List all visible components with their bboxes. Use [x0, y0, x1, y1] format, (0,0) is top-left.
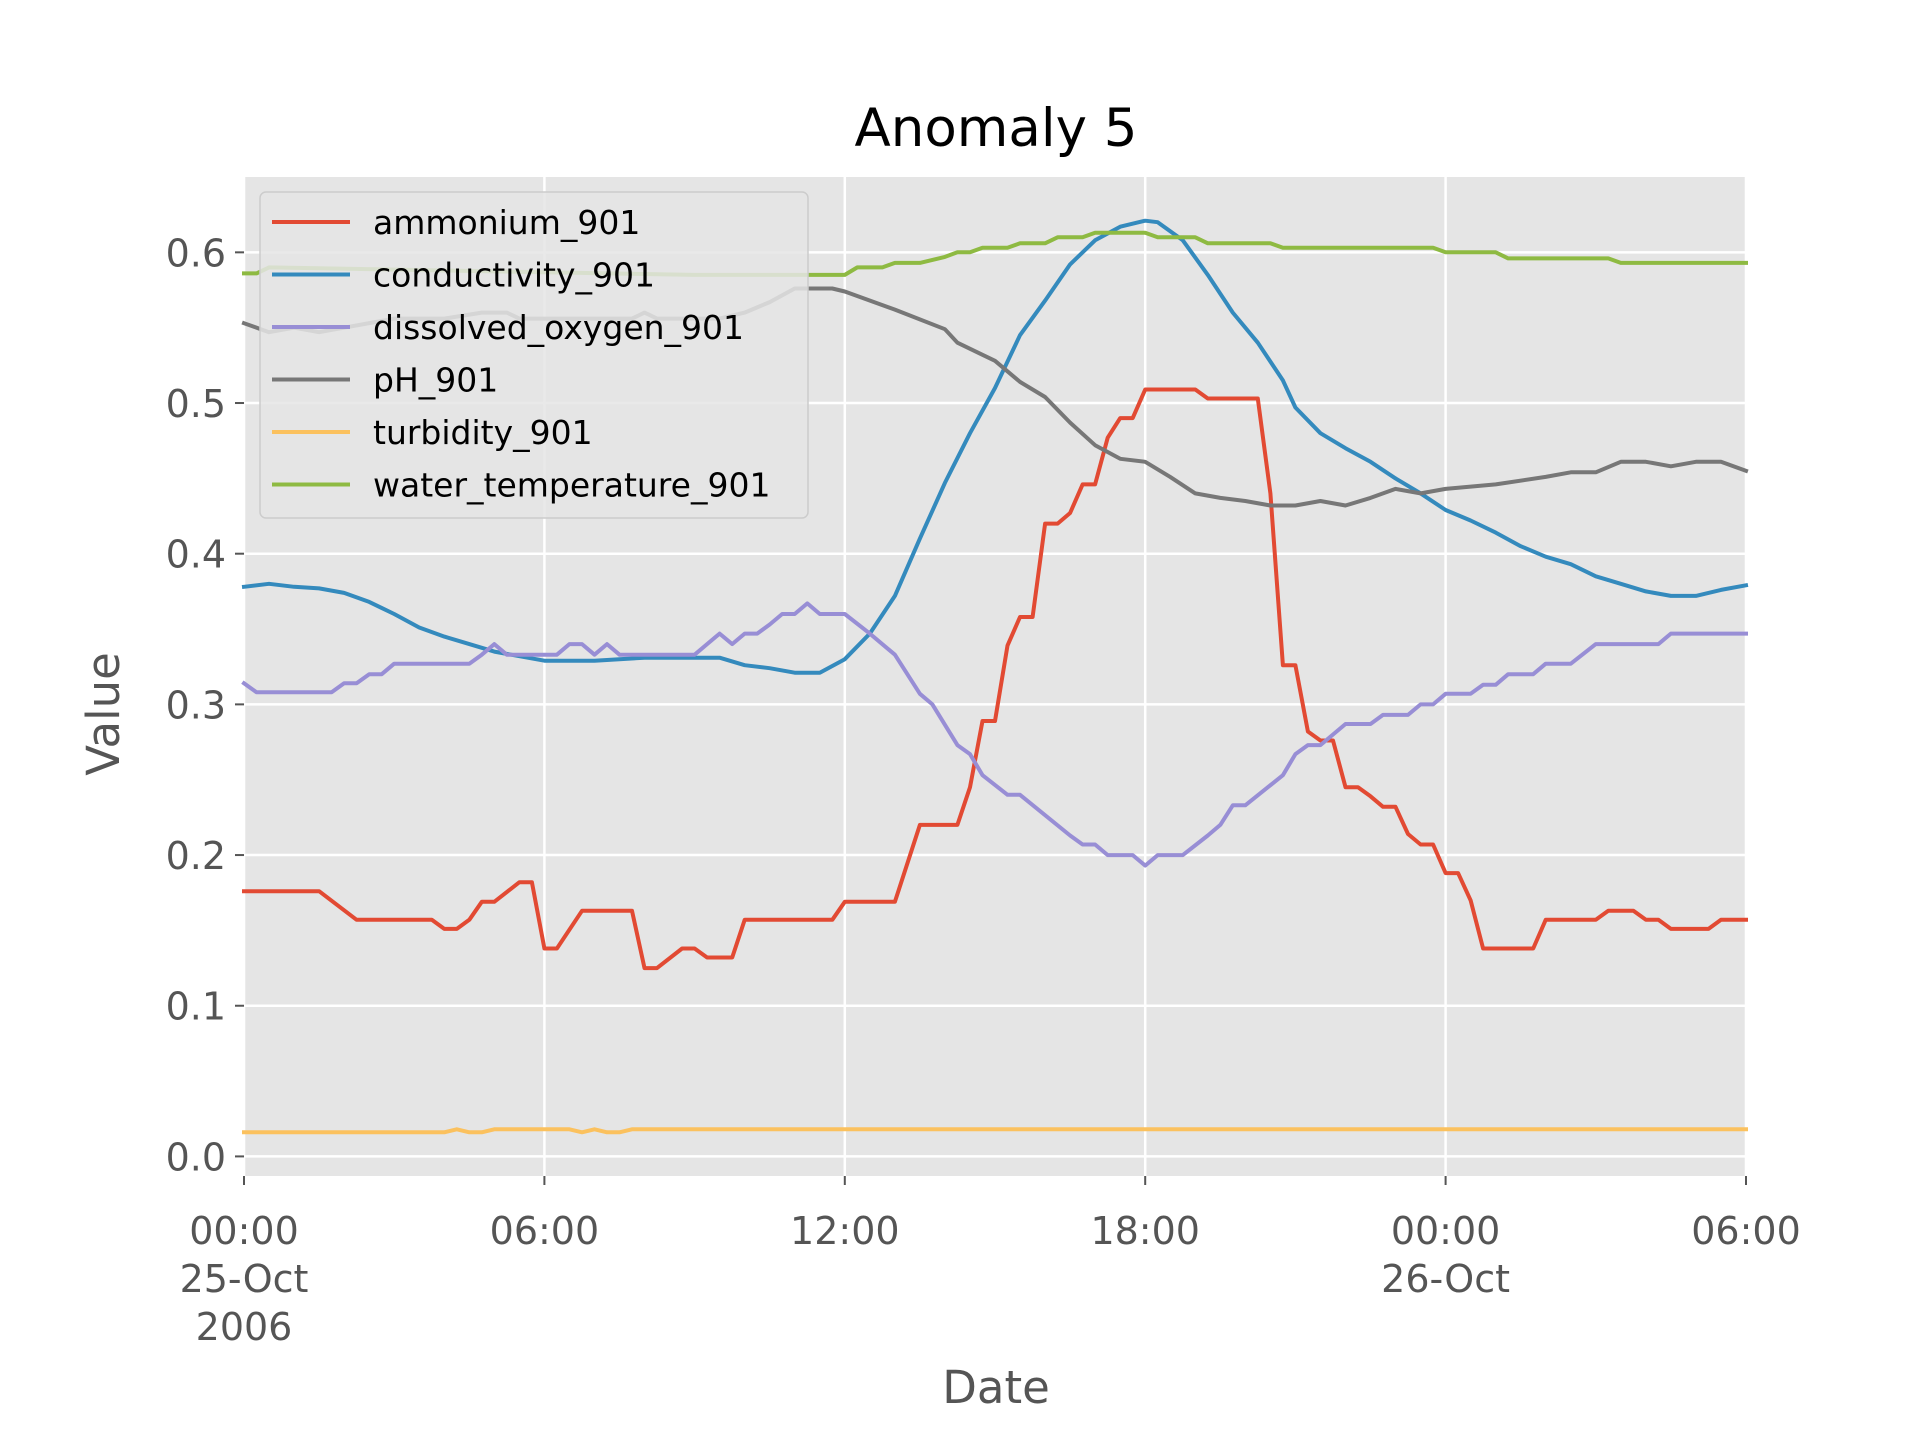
x-tick-label: 12:00 — [790, 1209, 900, 1253]
series-lines — [241, 218, 1749, 1135]
series-line-ammonium_901 — [242, 387, 1748, 971]
y-tick-label: 0.2 — [166, 834, 226, 878]
y-tick-label: 0.5 — [166, 382, 226, 426]
legend-label: ammonium_901 — [373, 203, 640, 242]
legend: ammonium_901 conductivity_901 dissolved_ox… — [259, 191, 809, 519]
x-tick-label: 06:00 — [490, 1209, 600, 1253]
y-tick-label: 0.1 — [166, 985, 226, 1029]
legend-label: conductivity_901 — [373, 256, 655, 295]
x-tick-label: 18:00 — [1090, 1209, 1200, 1253]
legend-label: water_temperature_901 — [373, 466, 770, 505]
x-tick-label: 00:00 25-Oct 2006 — [180, 1209, 309, 1349]
series-line-water_temperature_901 — [242, 230, 1748, 277]
y-tick-label: 0.3 — [166, 683, 226, 727]
y-tick-label: 0.6 — [166, 231, 226, 275]
y-tick-label: 0.0 — [166, 1135, 226, 1179]
axes: 0.0 0.1 0.2 0.3 0.4 0.5 0.6 00:00 25-Oct 2006 06:0… — [166, 231, 1801, 1349]
y-tick-label: 0.4 — [166, 533, 226, 577]
y-axis-label: Value — [77, 652, 130, 776]
legend-label: turbidity_901 — [373, 413, 593, 452]
series-line-dissolved_oxygen_901 — [241, 601, 1748, 868]
series-line-conductivity_901 — [241, 218, 1749, 675]
x-tick-label: 06:00 — [1691, 1209, 1801, 1253]
legend-box — [259, 191, 809, 519]
legend-label: pH_901 — [373, 361, 498, 400]
x-axis-label: Date — [942, 1361, 1050, 1414]
legend-label: dissolved_oxygen_901 — [373, 308, 744, 347]
x-tick-label: 00:00 26-Oct — [1381, 1209, 1510, 1301]
chart-title: Anomaly 5 — [854, 98, 1137, 159]
series-line-turbidity_901 — [242, 1127, 1748, 1135]
